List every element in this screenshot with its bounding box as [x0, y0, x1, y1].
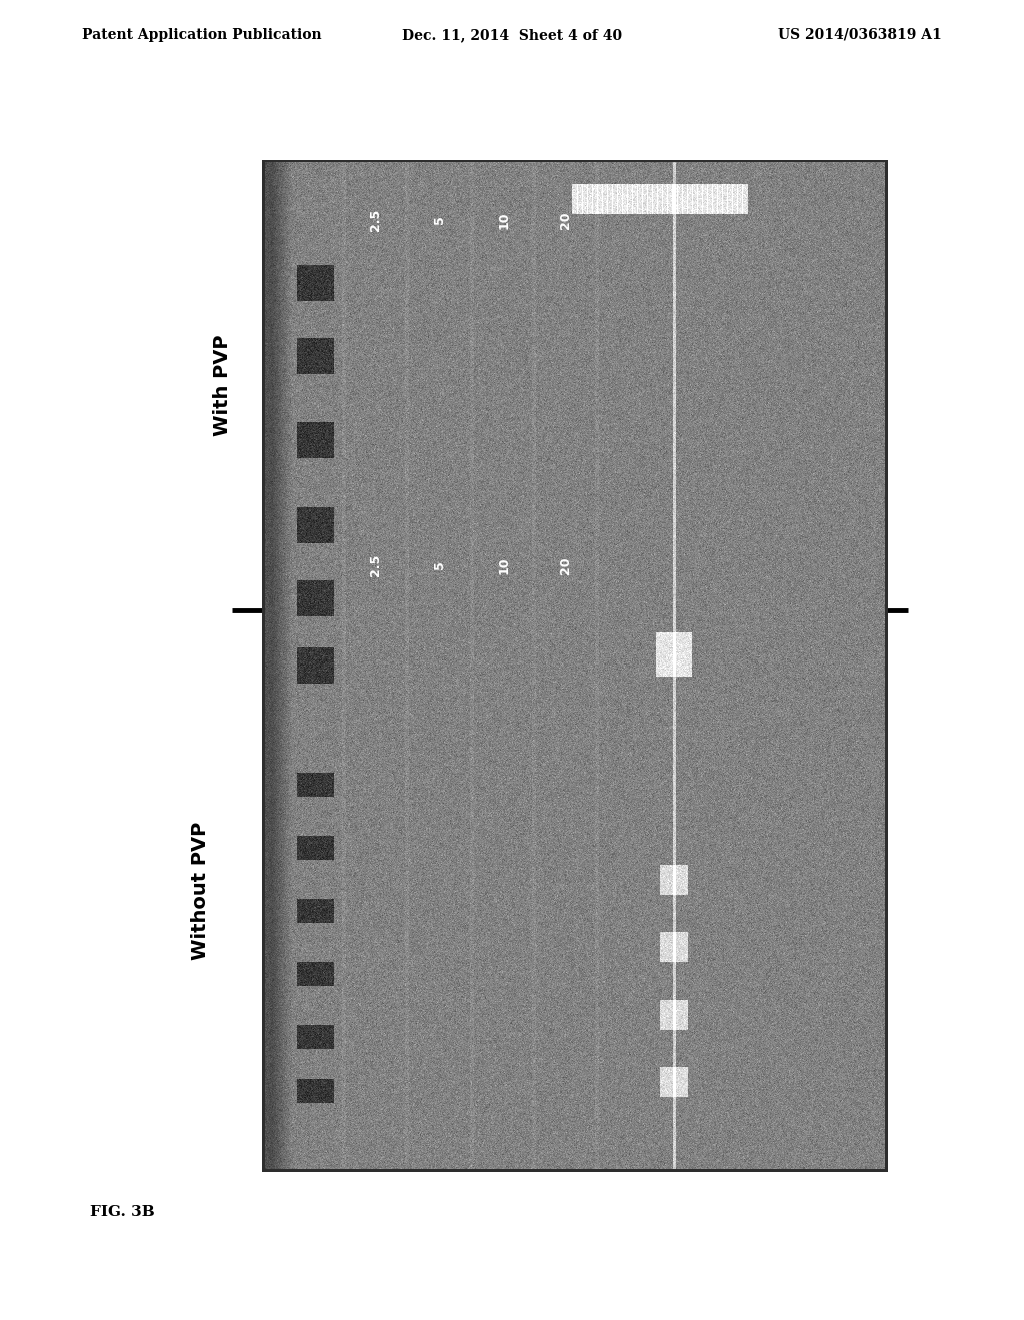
Text: 5: 5 [432, 561, 445, 569]
Text: US 2014/0363819 A1: US 2014/0363819 A1 [778, 28, 942, 42]
Text: Without PVP: Without PVP [190, 822, 210, 960]
Text: 20: 20 [558, 556, 571, 574]
Text: Patent Application Publication: Patent Application Publication [82, 28, 322, 42]
Text: Dec. 11, 2014  Sheet 4 of 40: Dec. 11, 2014 Sheet 4 of 40 [402, 28, 622, 42]
Text: 20: 20 [558, 211, 571, 228]
Text: 2.5: 2.5 [369, 554, 382, 576]
Text: 10: 10 [498, 556, 511, 574]
Text: 5: 5 [432, 215, 445, 224]
Text: 10: 10 [498, 211, 511, 228]
Text: FIG. 3B: FIG. 3B [90, 1205, 155, 1218]
Text: With PVP: With PVP [213, 334, 231, 436]
Text: 2.5: 2.5 [369, 209, 382, 231]
